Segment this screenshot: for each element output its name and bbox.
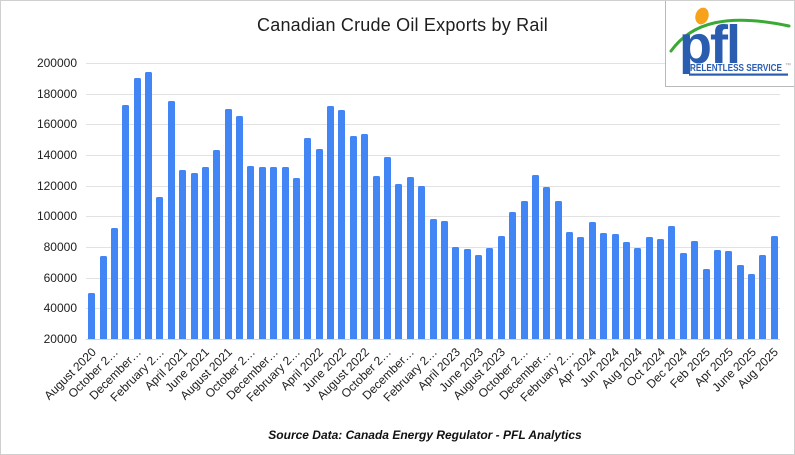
- bar: [543, 187, 551, 339]
- bar: [509, 211, 517, 339]
- bar: [167, 101, 175, 339]
- gridline: [86, 339, 780, 340]
- bar: [361, 134, 369, 339]
- bar: [292, 178, 300, 339]
- y-axis: 200000 180000 160000 140000 120000 100000 8000…: [1, 1, 79, 454]
- bar: [577, 237, 585, 339]
- bar: [588, 222, 596, 339]
- bar: [645, 237, 653, 339]
- bar: [179, 170, 187, 339]
- bar: [634, 247, 642, 339]
- bar: [270, 167, 278, 339]
- bar: [247, 165, 255, 339]
- bar: [190, 173, 198, 339]
- gridline: [86, 155, 780, 156]
- bar: [327, 105, 335, 339]
- bar: [224, 109, 232, 339]
- bar: [759, 255, 767, 339]
- bar: [657, 238, 665, 339]
- logo-swoosh-icon: [669, 18, 791, 53]
- bar: [110, 227, 118, 339]
- y-tick-label: 140000: [36, 148, 77, 162]
- y-tick-label: 20000: [43, 332, 77, 346]
- pfl-logo-graphic: pfl RELENTLESS SERVICE ™: [669, 7, 791, 76]
- bar: [338, 109, 346, 339]
- bar: [554, 201, 562, 339]
- bar: [668, 226, 676, 339]
- logo-tagline: RELENTLESS SERVICE: [690, 63, 782, 74]
- y-tick-label: 60000: [43, 270, 77, 285]
- bar: [452, 247, 460, 339]
- bar: [748, 273, 756, 339]
- gridline: [86, 93, 780, 95]
- bar: [520, 201, 528, 339]
- bar: [770, 235, 778, 339]
- bar: [611, 233, 619, 339]
- logo-dot-icon: [695, 7, 709, 25]
- bar: [622, 241, 630, 339]
- bar: [99, 256, 107, 339]
- y-tick-label: 200000: [36, 56, 77, 70]
- chart-title: Canadian Crude Oil Exports by Rail: [257, 15, 548, 35]
- bar: [486, 247, 494, 339]
- source-note: Source Data: Canada Energy Regulator - P…: [268, 428, 582, 442]
- bar: [702, 269, 710, 339]
- bar: [304, 138, 312, 339]
- y-tick-label: 180000: [36, 86, 77, 101]
- bar: [88, 293, 96, 339]
- bar: [349, 135, 357, 339]
- bar: [406, 177, 414, 339]
- bar: [440, 220, 448, 339]
- bar: [281, 166, 289, 339]
- y-tick-label: 40000: [43, 301, 77, 316]
- plot-area: [86, 63, 780, 340]
- bar: [315, 148, 323, 339]
- bar: [736, 265, 744, 339]
- gridline: [86, 63, 780, 64]
- bar: [213, 149, 221, 339]
- y-tick-label: 100000: [36, 209, 77, 224]
- y-tick-label: 120000: [36, 178, 77, 193]
- y-tick-label: 80000: [43, 240, 77, 254]
- bar: [679, 253, 687, 339]
- bar: [236, 115, 244, 339]
- bar: [497, 235, 505, 339]
- bar: [691, 240, 699, 339]
- y-tick-label: 160000: [36, 117, 77, 132]
- gridline: [86, 216, 780, 218]
- bar: [418, 186, 426, 339]
- bar: [475, 254, 482, 339]
- gridline: [86, 185, 780, 187]
- bar: [133, 77, 141, 339]
- bar: [395, 184, 403, 339]
- bar: [122, 105, 130, 339]
- bar: [258, 167, 266, 339]
- logo-underline: [689, 73, 788, 76]
- bar: [201, 166, 209, 339]
- gridline: [86, 124, 780, 126]
- bar: [429, 218, 437, 339]
- bar: [725, 250, 733, 339]
- bar: [383, 156, 391, 339]
- bar: [531, 174, 539, 339]
- bar: [145, 72, 153, 339]
- bar: [372, 175, 380, 339]
- bar: [600, 233, 608, 339]
- bar: [713, 250, 721, 339]
- pfl-logo: pfl RELENTLESS SERVICE ™: [665, 1, 794, 87]
- bar: [566, 232, 574, 339]
- bar: [463, 249, 471, 339]
- bar: [156, 197, 164, 339]
- logo-brand-text: pfl: [679, 15, 739, 75]
- logo-trademark: ™: [785, 62, 791, 69]
